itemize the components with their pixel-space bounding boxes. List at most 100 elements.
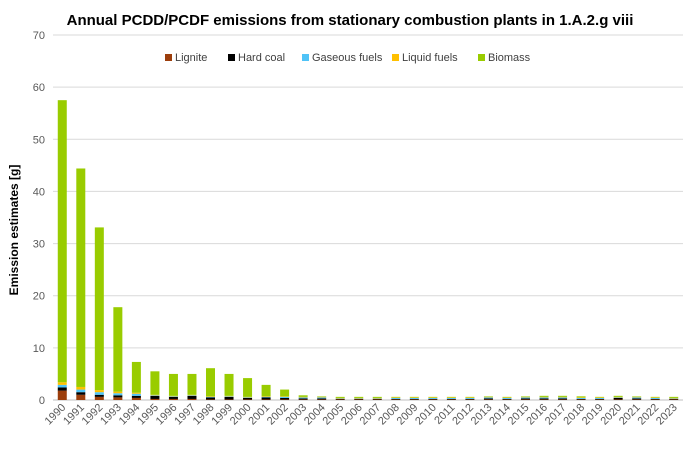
bar-biomass-2009 (409, 396, 419, 398)
bar-lignite-2002 (280, 399, 290, 400)
bar-lignite-2019 (595, 399, 605, 400)
bar-hard-coal-2018 (576, 398, 586, 400)
bar-lignite-2001 (261, 399, 271, 400)
y-tick-label: 30 (33, 239, 45, 251)
bar-biomass-1998 (206, 368, 215, 397)
bar-lignite-2015 (521, 399, 530, 400)
bar-hard-coal-2013 (483, 398, 493, 400)
bar-lignite-2011 (446, 399, 456, 400)
bar-lignite-2022 (650, 399, 660, 400)
legend-swatch (228, 54, 235, 61)
bar-biomass-2013 (483, 396, 493, 397)
bar-lignite-2006 (354, 399, 364, 400)
bar-gaseous-fuels-1990 (57, 384, 67, 388)
bar-gaseous-fuels-2005 (335, 398, 345, 399)
bar-lignite-2009 (409, 399, 419, 400)
bar-biomass-1994 (131, 361, 141, 393)
bar-lignite-2023 (669, 399, 679, 400)
bar-liquid-fuels-2014 (502, 397, 512, 398)
bar-hard-coal-2007 (372, 398, 382, 400)
bar-liquid-fuels-2001 (261, 396, 271, 397)
bar-biomass-2003 (298, 395, 308, 397)
bar-gaseous-fuels-2019 (595, 397, 605, 399)
bar-biomass-2017 (558, 395, 568, 397)
bar-lignite-1990 (57, 390, 67, 400)
bar-liquid-fuels-1999 (224, 395, 234, 397)
bar-lignite-1999 (224, 399, 234, 400)
bar-lignite-1991 (76, 394, 86, 400)
bar-gaseous-fuels-2002 (280, 396, 290, 398)
bar-gaseous-fuels-2012 (465, 397, 475, 399)
bar-hard-coal-2014 (502, 398, 512, 400)
bar-lignite-2016 (539, 399, 549, 400)
bar-biomass-2004 (317, 396, 327, 397)
bar-biomass-2001 (261, 384, 271, 397)
bar-lignite-1995 (150, 398, 160, 400)
bar-gaseous-fuels-2020 (613, 397, 623, 398)
bar-lignite-2020 (613, 399, 623, 400)
bar-hard-coal-2016 (539, 398, 549, 400)
bar-gaseous-fuels-2017 (558, 397, 568, 399)
bar-gaseous-fuels-2003 (298, 397, 308, 399)
bar-gaseous-fuels-2004 (317, 397, 327, 399)
legend-label: Biomass (488, 52, 531, 64)
bar-lignite-2021 (632, 399, 642, 400)
bar-lignite-1996 (168, 398, 178, 400)
bar-lignite-2017 (558, 399, 568, 400)
legend-label: Gaseous fuels (312, 52, 383, 64)
bar-biomass-2000 (243, 378, 253, 397)
bar-gaseous-fuels-1991 (76, 389, 86, 393)
bar-gaseous-fuels-2001 (261, 396, 271, 398)
bar-gaseous-fuels-1998 (206, 396, 215, 398)
y-tick-label: 0 (39, 395, 45, 407)
bar-gaseous-fuels-2022 (650, 397, 660, 399)
bar-liquid-fuels-2010 (428, 397, 438, 398)
bar-liquid-fuels-2009 (409, 397, 419, 398)
bar-liquid-fuels-2013 (483, 396, 493, 398)
bar-hard-coal-1995 (150, 395, 160, 399)
bar-gaseous-fuels-2010 (428, 397, 438, 399)
bar-liquid-fuels-2020 (613, 396, 623, 398)
bar-gaseous-fuels-1993 (113, 393, 123, 396)
bar-liquid-fuels-2018 (576, 397, 586, 398)
bar-hard-coal-2005 (335, 398, 345, 400)
bar-gaseous-fuels-2011 (446, 397, 456, 399)
bar-lignite-2000 (243, 399, 253, 400)
legend-swatch (478, 54, 485, 61)
bar-gaseous-fuels-2016 (539, 397, 549, 399)
bar-gaseous-fuels-2008 (391, 397, 401, 399)
bar-hard-coal-2004 (317, 398, 327, 400)
bar-gaseous-fuels-1996 (168, 396, 178, 397)
bar-liquid-fuels-2000 (243, 396, 253, 398)
bar-biomass-1992 (94, 227, 104, 391)
chart-title: Annual PCDD/PCDF emissions from stationa… (66, 12, 634, 29)
bar-liquid-fuels-1995 (150, 394, 160, 396)
bar-hard-coal-1998 (206, 397, 215, 400)
bar-liquid-fuels-1990 (57, 382, 67, 385)
bar-hard-coal-2008 (391, 398, 401, 400)
bar-lignite-2013 (483, 399, 493, 400)
bar-hard-coal-2017 (558, 398, 568, 400)
bar-biomass-2023 (669, 396, 679, 398)
bar-liquid-fuels-2016 (539, 396, 549, 398)
bar-biomass-2011 (446, 396, 456, 398)
bar-lignite-1993 (113, 397, 123, 400)
bar-gaseous-fuels-1994 (131, 393, 141, 396)
y-tick-label: 60 (33, 82, 45, 94)
bar-hard-coal-2011 (446, 398, 456, 400)
bar-hard-coal-2001 (261, 397, 271, 400)
bar-liquid-fuels-2004 (317, 396, 327, 398)
y-tick-label: 50 (33, 134, 45, 146)
bar-lignite-2008 (391, 399, 401, 400)
bar-liquid-fuels-2005 (335, 397, 345, 399)
bar-lignite-2003 (298, 399, 308, 400)
bar-gaseous-fuels-2007 (372, 398, 382, 399)
bar-biomass-1999 (224, 373, 234, 396)
bar-biomass-1990 (57, 100, 67, 383)
bar-hard-coal-2015 (521, 398, 530, 400)
bar-liquid-fuels-2006 (354, 397, 364, 399)
bar-biomass-2020 (613, 395, 623, 397)
bar-liquid-fuels-2017 (558, 396, 568, 398)
